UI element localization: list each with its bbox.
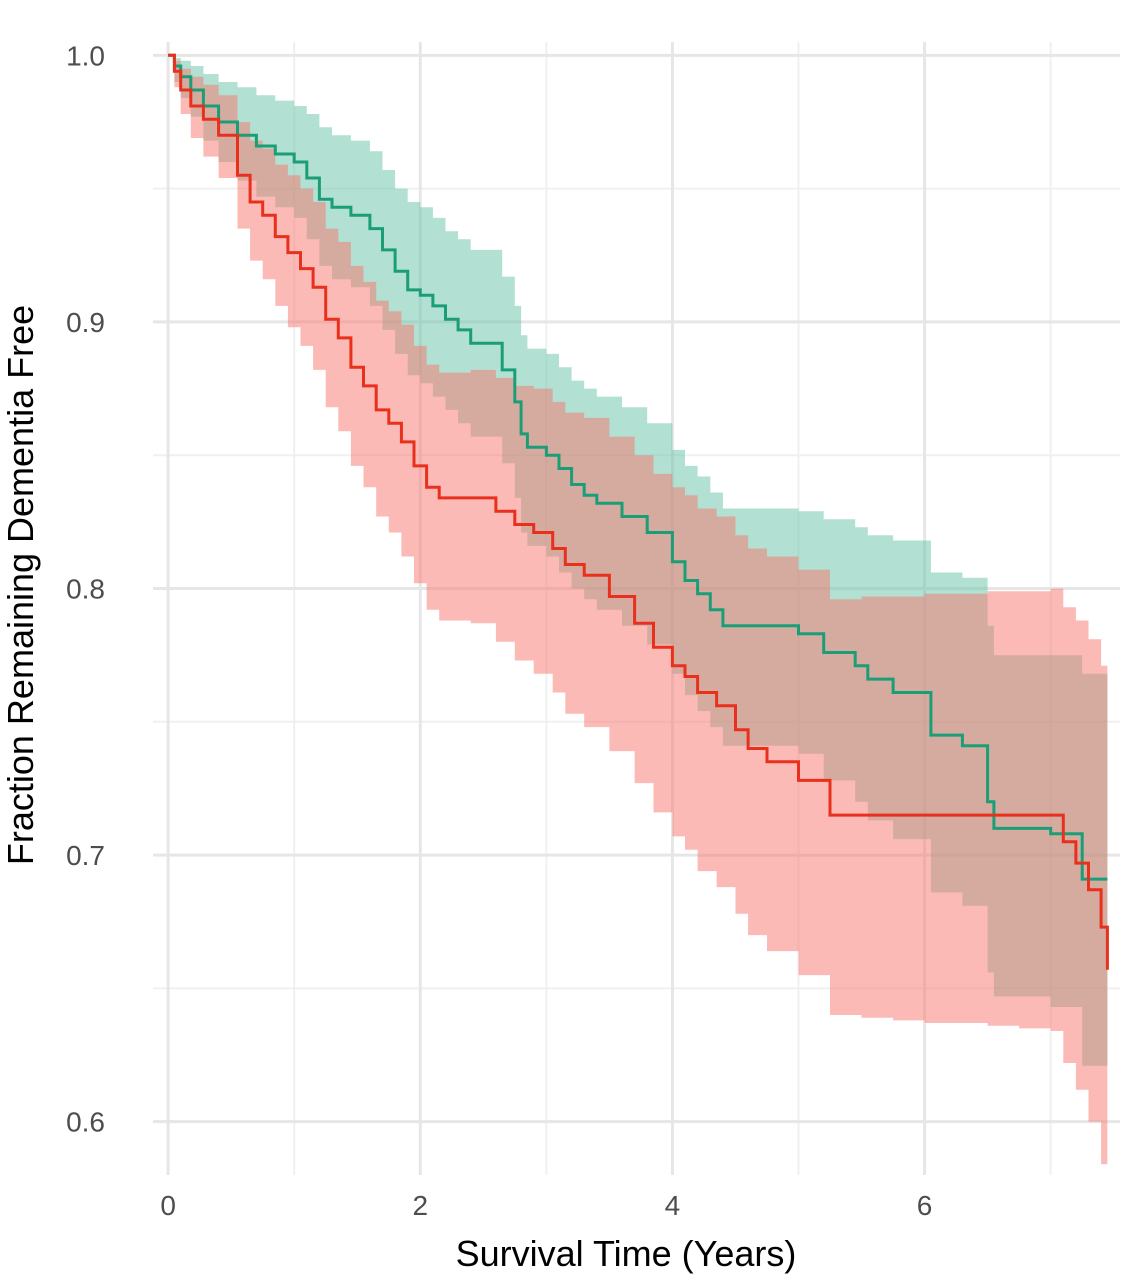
confidence-band-1 <box>168 55 1108 1213</box>
x-tick-label: 4 <box>665 1190 681 1221</box>
survival-curve-1 <box>168 53 1109 970</box>
x-tick-label: 6 <box>917 1190 933 1221</box>
y-tick-label: 0.6 <box>66 1107 105 1138</box>
x-tick-label: 0 <box>160 1190 176 1221</box>
y-tick-label: 0.8 <box>66 574 105 605</box>
y-tick-label: 0.9 <box>66 307 105 338</box>
x-axis-ticks: 0 2 4 6 <box>160 1190 932 1221</box>
survival-curves <box>168 53 1109 970</box>
x-axis-title: Survival Time (Years) <box>456 1233 797 1274</box>
survival-curve-0 <box>168 53 1108 881</box>
confidence-bands <box>168 55 1108 1213</box>
y-tick-label: 1.0 <box>66 40 105 71</box>
x-tick-label: 2 <box>412 1190 428 1221</box>
y-axis-title: Fraction Remaining Dementia Free <box>0 305 41 865</box>
y-axis-ticks: 0.6 0.7 0.8 0.9 1.0 <box>66 40 105 1137</box>
y-tick-label: 0.7 <box>66 840 105 871</box>
